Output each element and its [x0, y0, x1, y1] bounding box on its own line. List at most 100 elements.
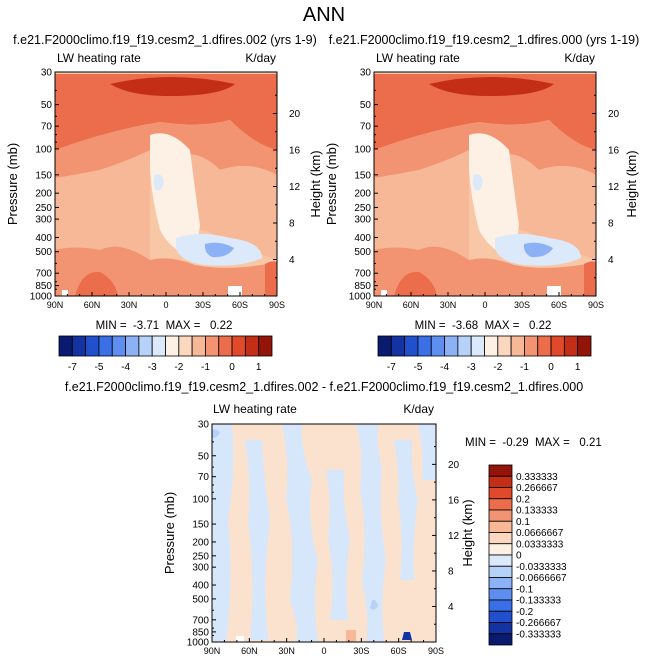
colorbar-3-swatch — [488, 577, 513, 590]
colorbar-1-label: -7 — [68, 362, 77, 373]
colorbar-3-label: -0.1 — [516, 584, 534, 595]
panel-2-y2tick-label: 16 — [608, 145, 620, 156]
colorbar-2-swatch — [404, 335, 419, 357]
colorbar-3-label: -0.333333 — [516, 629, 561, 640]
panel-2-y2label: Height (km) — [624, 150, 639, 217]
panel-3-ytick-label: 1000 — [187, 638, 210, 649]
panel-2-y2tick-label: 12 — [608, 182, 620, 193]
colorbar-3-swatch — [488, 475, 513, 488]
colorbar-1-swatch — [165, 335, 180, 357]
panel-2-y2tick-label: 4 — [608, 255, 614, 266]
colorbar-1-swatch — [138, 335, 153, 357]
panel-1-xtick-label: 60N — [84, 300, 101, 310]
panel-3-ytick-label: 400 — [192, 581, 209, 592]
panel-1-xtick-label: 0 — [163, 300, 168, 310]
colorbar-3-label: 0.2 — [516, 494, 530, 505]
colorbar-1-swatch — [58, 335, 73, 357]
panel-1-ytick-label: 30 — [41, 68, 53, 79]
colorbar-2-swatch — [497, 335, 512, 357]
colorbar-1-swatch — [205, 335, 220, 357]
panel-1-ytick-label: 400 — [35, 233, 52, 244]
panel-1-xtick-label: 60S — [232, 300, 248, 310]
colorbar-3-swatch — [488, 610, 513, 623]
colorbar-3-label: -0.0333333 — [516, 562, 567, 573]
panel-1-ytick-label: 500 — [35, 247, 52, 258]
panel-1-field — [55, 72, 277, 296]
panel-3-ytick-label: 300 — [192, 563, 209, 574]
colorbar-1-swatch — [178, 335, 193, 357]
panel-1-ytick-label: 850 — [35, 281, 52, 292]
colorbar-3-label: 0.0666667 — [516, 528, 564, 539]
colorbar-3-label: 0.333333 — [516, 472, 558, 483]
colorbar-3-swatch — [488, 498, 513, 511]
colorbar-2-label: 0 — [548, 362, 554, 373]
colorbar-3-swatch — [488, 532, 513, 545]
panel-1-stats: MIN = -3.71 MAX = 0.22 — [96, 320, 233, 332]
colorbar-2-swatch — [510, 335, 525, 357]
colorbar-1-swatch — [111, 335, 126, 357]
colorbar-1-swatch — [98, 335, 113, 357]
colorbar-3-swatch — [488, 554, 513, 567]
colorbar-3-label: 0 — [516, 551, 522, 562]
colorbar-2-swatch — [563, 335, 579, 357]
colorbar-2-swatch — [430, 335, 445, 357]
panel-3-ytick-label: 200 — [192, 537, 209, 548]
colorbar-2-label: -3 — [467, 362, 476, 373]
panel-3-left-label: LW heating rate — [213, 402, 297, 416]
colorbar-2-label: 1 — [575, 362, 581, 373]
panel-3-axes: 305070100150200250300400500700850100090N… — [187, 420, 460, 657]
panel-3-stats: MIN = -0.29 MAX = 0.21 — [465, 437, 602, 449]
panel-1-y2tick-label: 12 — [289, 182, 301, 193]
panel-1: f.e21.F2000climo.f19_f19.cesm2_1.dfires.… — [5, 33, 323, 373]
panel-1-ytick-label: 70 — [41, 122, 53, 133]
panel-1-xtick-label: 30S — [195, 300, 211, 310]
panel-3-field — [212, 424, 436, 642]
figure-title: ANN — [303, 4, 345, 26]
colorbar-3-swatch — [488, 543, 513, 556]
panel-1-xtick-label: 90N — [47, 300, 64, 310]
colorbar-2-swatch — [417, 335, 432, 357]
panel-2-ytick-label: 50 — [360, 100, 372, 111]
panel-2-xtick-label: 30S — [514, 300, 530, 310]
panel-2-y2tick-label: 8 — [608, 218, 614, 229]
colorbar-3-label: -0.2 — [516, 607, 534, 618]
panel-1-title: f.e21.F2000climo.f19_f19.cesm2_1.dfires.… — [13, 33, 317, 47]
panel-3-ytick-label: 850 — [192, 627, 209, 638]
panel-1-left-label: LW heating rate — [57, 51, 141, 65]
panel-2-ytick-label: 70 — [360, 122, 372, 133]
panel-3-xtick-label: 90S — [428, 646, 444, 656]
colorbar-3-label: 0.1 — [516, 517, 530, 528]
panel-1-ytick-label: 1000 — [30, 292, 53, 303]
colorbar-3-swatch — [488, 520, 513, 533]
colorbar-3-label: -0.133333 — [516, 596, 561, 607]
panel-1-ytick-label: 700 — [35, 269, 52, 280]
panel-2-ytick-label: 250 — [354, 203, 371, 214]
colorbar-2-label: -7 — [387, 362, 396, 373]
panel-1-ytick-label: 250 — [35, 203, 52, 214]
panel-1-ytick-label: 200 — [35, 189, 52, 200]
panel-3-title: f.e21.F2000climo.f19_f19.cesm2_1.dfires.… — [65, 380, 583, 394]
colorbar-1-swatch — [218, 335, 233, 357]
panel-2-ylabel: Pressure (mb) — [324, 143, 339, 225]
panel-2-ytick-label: 100 — [354, 144, 371, 155]
panel-2-y2tick-label: 20 — [608, 109, 620, 120]
colorbar-2-swatch — [484, 335, 499, 357]
panel-2-title: f.e21.F2000climo.f19_f19.cesm2_1.dfires.… — [329, 33, 640, 47]
colorbar-1-label: 0 — [229, 362, 235, 373]
panel-3-ytick-label: 70 — [198, 472, 210, 483]
colorbar-2-swatch — [457, 335, 472, 357]
panel-3-ytick-label: 50 — [198, 451, 210, 462]
colorbar-1-swatch — [191, 335, 206, 357]
colorbar-1-swatch — [151, 335, 166, 357]
panel-1-ytick-label: 300 — [35, 215, 52, 226]
panel-2-ytick-label: 30 — [360, 68, 372, 79]
colorbar-2-swatch — [377, 335, 392, 357]
panel-3-ytick-label: 700 — [192, 615, 209, 626]
panel-2-ytick-label: 300 — [354, 215, 371, 226]
panel-2-stats: MIN = -3.68 MAX = 0.22 — [415, 320, 552, 332]
panel-3-ytick-label: 250 — [192, 551, 209, 562]
panel-2-right-label: K/day — [564, 51, 595, 65]
colorbar-3-swatch — [488, 509, 513, 522]
panel-2-ytick-label: 850 — [354, 281, 371, 292]
panel-1-right-label: K/day — [245, 51, 276, 65]
